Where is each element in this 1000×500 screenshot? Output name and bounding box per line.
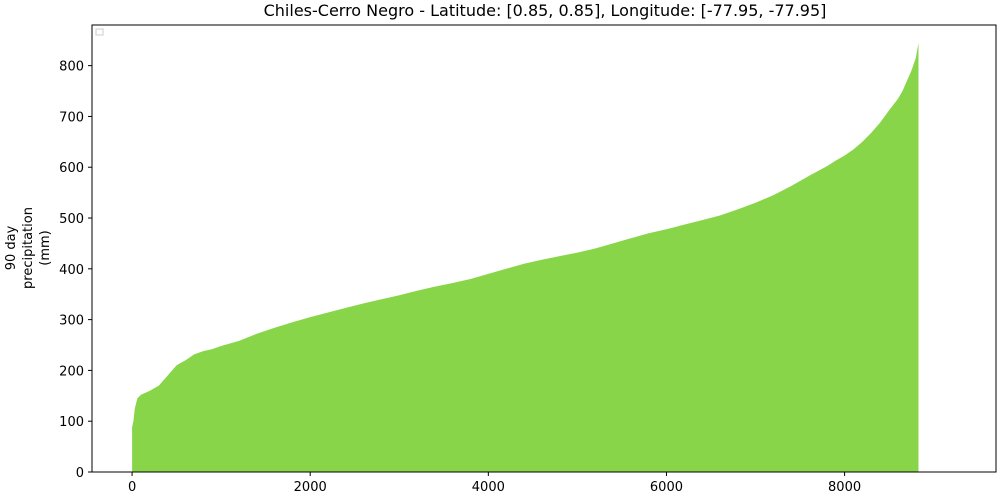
y-tick-label: 600 xyxy=(59,161,84,176)
y-tick-label: 300 xyxy=(59,314,84,329)
x-axis-ticks: 0 2000 4000 6000 8000 xyxy=(128,472,861,495)
y-tick-label: 100 xyxy=(59,415,84,430)
x-tick-label: 2000 xyxy=(294,480,327,495)
y-tick-label: 700 xyxy=(59,110,84,125)
y-tick-label: 0 xyxy=(76,466,84,481)
y-axis-label: 90 day precipitation (mm) xyxy=(4,207,53,289)
x-tick-label: 4000 xyxy=(472,480,505,495)
y-tick-label: 500 xyxy=(59,212,84,227)
chart-title: Chiles-Cerro Negro - Latitude: [0.85, 0.… xyxy=(264,1,827,20)
y-tick-label: 200 xyxy=(59,364,84,379)
y-axis-label-line-3: (mm) xyxy=(38,230,53,265)
y-tick-label: 800 xyxy=(59,60,84,75)
x-tick-label: 6000 xyxy=(650,480,683,495)
y-axis-label-line-2: precipitation xyxy=(21,207,36,289)
y-tick-label: 400 xyxy=(59,263,84,278)
axes-frame xyxy=(91,24,997,473)
y-axis-ticks: 0 100 200 300 400 500 600 700 800 xyxy=(59,60,92,481)
precipitation-area xyxy=(132,42,919,473)
plot-area xyxy=(132,42,919,473)
y-axis-label-line-1: 90 day xyxy=(4,225,19,270)
x-tick-label: 0 xyxy=(128,480,136,495)
x-tick-label: 8000 xyxy=(828,480,861,495)
legend-box xyxy=(95,28,104,36)
